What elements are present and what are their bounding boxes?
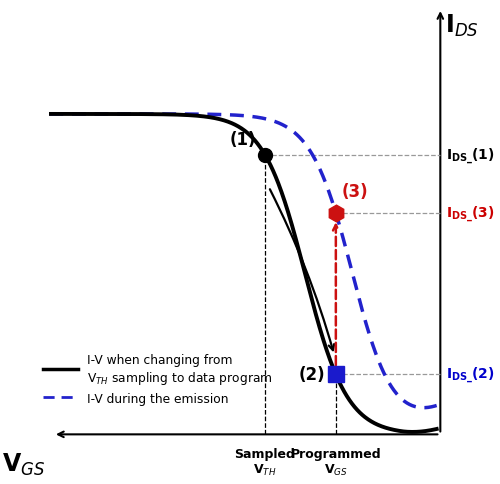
Text: V$_{GS}$: V$_{GS}$: [324, 462, 348, 477]
Text: Programmed: Programmed: [290, 447, 381, 460]
Text: V$_{TH}$: V$_{TH}$: [253, 462, 276, 477]
Text: $\mathbf{I_{DS\_}(1)}$: $\mathbf{I_{DS\_}(1)}$: [446, 146, 495, 166]
Text: (1): (1): [230, 131, 256, 149]
Text: $\mathbf{I_{DS\_}(3)}$: $\mathbf{I_{DS\_}(3)}$: [446, 204, 495, 224]
Text: I$_{DS}$: I$_{DS}$: [444, 13, 478, 39]
Legend: I-V when changing from
V$_{TH}$ sampling to data program, I-V during the emissio: I-V when changing from V$_{TH}$ sampling…: [38, 349, 278, 410]
Text: $\mathbf{I_{DS\_}(2)}$: $\mathbf{I_{DS\_}(2)}$: [446, 365, 495, 385]
Text: V$_{GS}$: V$_{GS}$: [2, 451, 46, 477]
Text: (3): (3): [342, 183, 368, 201]
Text: (2): (2): [298, 366, 325, 384]
Text: Sampled: Sampled: [234, 447, 296, 460]
